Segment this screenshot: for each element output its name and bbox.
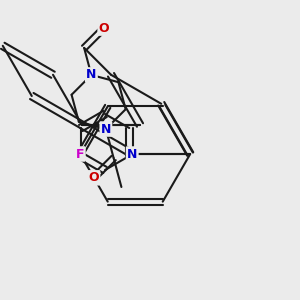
Text: O: O	[88, 171, 99, 184]
Text: N: N	[127, 148, 137, 160]
Text: F: F	[76, 148, 85, 160]
Text: N: N	[101, 122, 111, 136]
Text: N: N	[86, 68, 97, 81]
Text: O: O	[99, 22, 109, 34]
